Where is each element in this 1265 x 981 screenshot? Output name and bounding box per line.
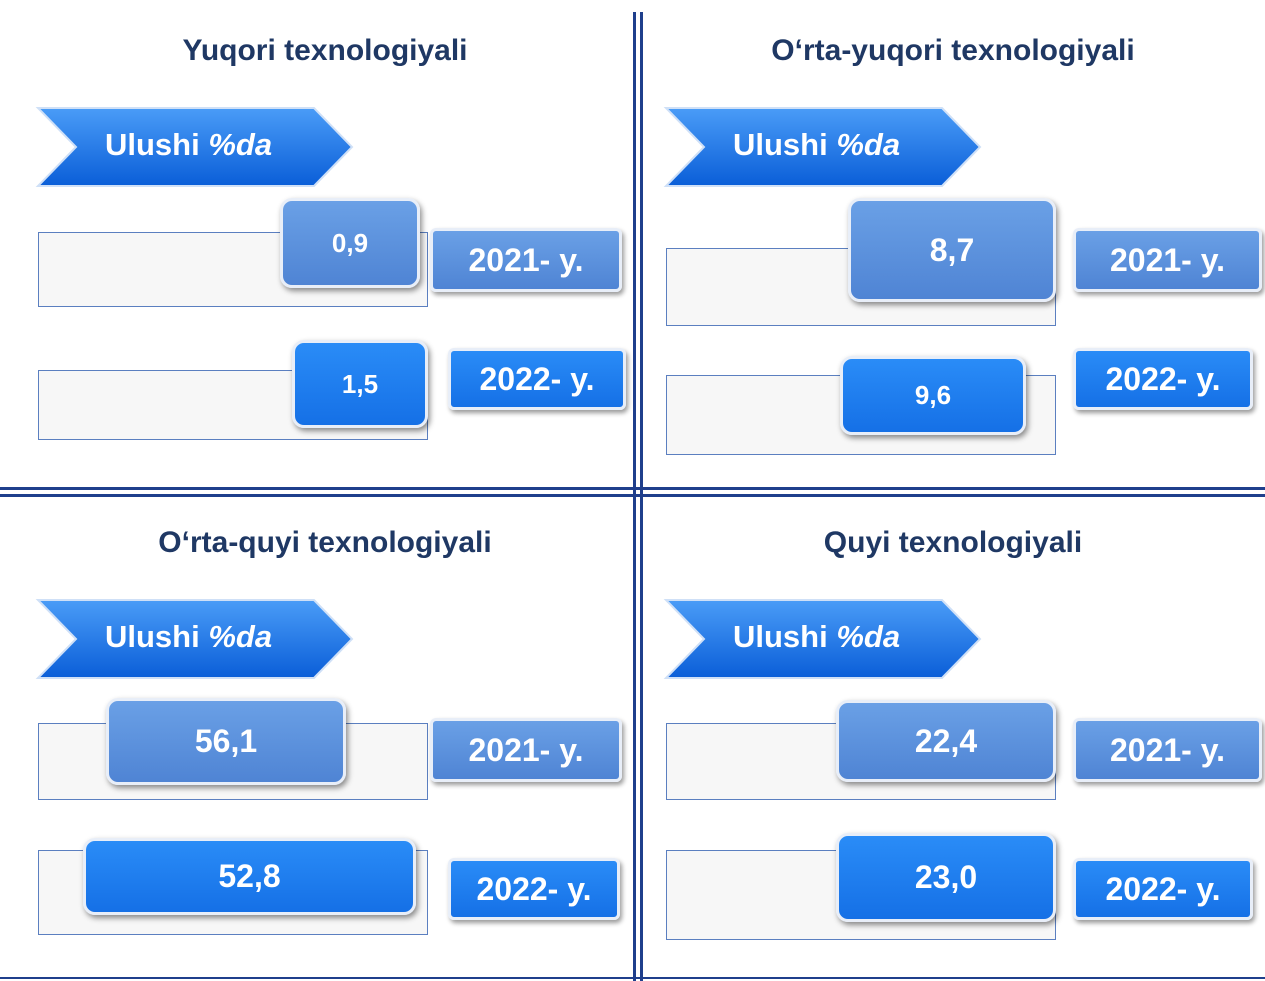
year-box: 2021- y. (1073, 718, 1262, 782)
label: Ulushi %da (105, 127, 272, 163)
value-box: 22,4 (836, 700, 1056, 782)
label-unit: %da (208, 619, 273, 654)
year-box: 2022- y. (448, 858, 620, 920)
year-box: 2022- y. (448, 348, 626, 410)
value-box: 23,0 (836, 833, 1056, 922)
divider (0, 977, 1265, 979)
year-box: 2021- y. (1073, 228, 1262, 292)
label-arrow (663, 599, 982, 679)
label-arrow (35, 107, 354, 187)
label-unit: %da (836, 619, 901, 654)
panel-title: O‘rta-yuqori texnologiyali (771, 34, 1135, 67)
year-box: 2022- y. (1073, 858, 1253, 920)
divider (0, 487, 1265, 490)
value-box: 52,8 (83, 838, 416, 915)
value-box: 1,5 (292, 340, 428, 428)
year-box: 2021- y. (430, 228, 622, 292)
value-box: 56,1 (106, 698, 346, 785)
panel-title: Yuqori texnologiyali (182, 34, 468, 67)
divider (0, 494, 1265, 497)
panel-title: Quyi texnologiyali (823, 526, 1083, 559)
value-box: 0,9 (280, 198, 420, 288)
label-text: Ulushi (733, 127, 837, 162)
label-text: Ulushi (105, 619, 209, 654)
year-box: 2021- y. (430, 718, 622, 782)
label-unit: %da (208, 127, 273, 162)
value-box: 9,6 (840, 356, 1026, 435)
label-arrow (35, 599, 354, 679)
panel-title: O‘rta-quyi texnologiyali (158, 526, 492, 559)
year-box: 2022- y. (1073, 348, 1253, 410)
label: Ulushi %da (733, 619, 900, 655)
label-unit: %da (836, 127, 901, 162)
label-text: Ulushi (105, 127, 209, 162)
label-text: Ulushi (733, 619, 837, 654)
value-box: 8,7 (848, 198, 1056, 302)
label: Ulushi %da (733, 127, 900, 163)
label: Ulushi %da (105, 619, 272, 655)
label-arrow (663, 107, 982, 187)
